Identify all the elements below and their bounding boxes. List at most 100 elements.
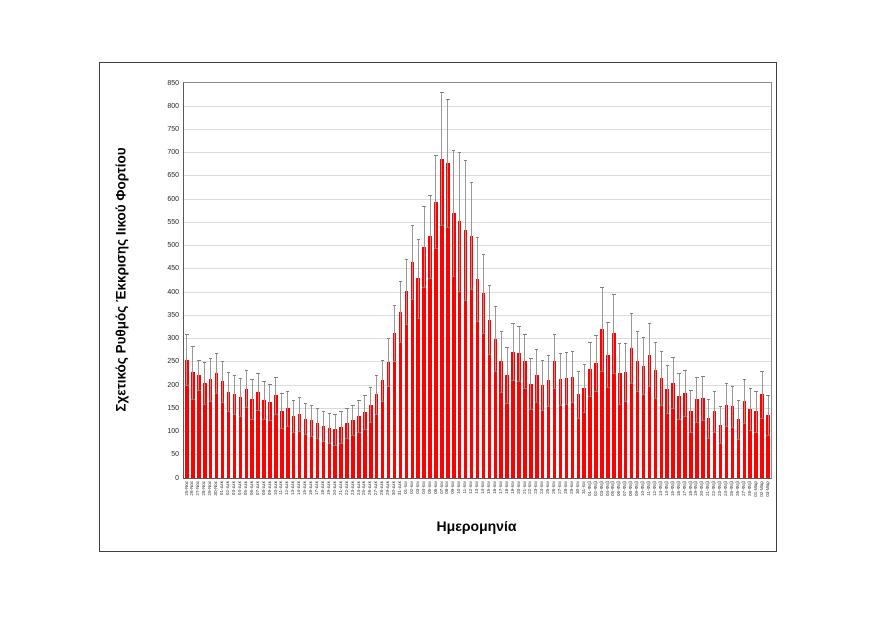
bar <box>511 351 515 478</box>
bar <box>606 354 610 478</box>
error-bar-cap <box>511 322 515 324</box>
x-tick-label: 06-Ιαν <box>432 481 438 494</box>
y-tick-label: 300 <box>167 335 179 343</box>
error-bar-cap <box>558 353 563 355</box>
x-tick-label: 15-Φεβ <box>669 481 675 496</box>
error-bar-cap <box>647 386 652 388</box>
bar <box>540 385 545 478</box>
bar <box>203 382 207 478</box>
error-bar-cap <box>469 289 474 291</box>
y-tick-label: 850 <box>167 79 179 87</box>
error-bar-cap <box>303 434 308 436</box>
bar <box>564 378 569 478</box>
error-bar-cap <box>380 401 385 403</box>
error-bar <box>364 395 366 429</box>
bar <box>517 353 521 478</box>
error-bar-cap <box>351 435 355 437</box>
bar <box>315 423 320 478</box>
error-bar-cap <box>742 379 746 381</box>
error-bar <box>702 375 704 421</box>
bar <box>677 396 681 478</box>
error-bar <box>222 360 224 402</box>
error-bar-cap <box>618 403 622 405</box>
error-bar <box>542 359 544 411</box>
error-bar-cap <box>297 431 302 433</box>
error-bar-cap <box>624 400 628 402</box>
error-bar <box>548 354 550 406</box>
bar <box>286 408 290 478</box>
error-bar <box>275 376 277 414</box>
error-bar-cap <box>339 411 343 413</box>
plot-area: 0 50 100 150 200 250 300 350 400 450 500 550 600 650 7… <box>167 80 772 497</box>
bar <box>440 158 444 478</box>
y-tick-label: 0 <box>175 474 179 482</box>
bar <box>724 404 729 478</box>
error-bar <box>411 224 413 300</box>
error-bar-cap <box>701 375 705 377</box>
y-tick-label: 800 <box>167 102 179 110</box>
error-bar-cap <box>291 399 296 401</box>
x-axis-title: Ημερομηνία <box>436 518 517 534</box>
error-bar-cap <box>659 405 663 407</box>
error-bar-cap <box>724 425 729 427</box>
error-bar-cap <box>766 395 770 397</box>
error-bar-cap <box>624 343 628 345</box>
bar <box>434 201 438 478</box>
bar <box>582 388 586 478</box>
y-tick-label: 600 <box>167 195 179 203</box>
error-bar <box>720 405 722 444</box>
x-tick-label: 02-Μαρ <box>758 481 764 497</box>
x-tick-label: 19-Ιαν <box>509 481 515 494</box>
error-bar-cap <box>220 401 225 403</box>
error-bar-cap <box>724 383 729 385</box>
x-tick-label: 14-Φεβ <box>663 481 669 496</box>
error-bar-cap <box>197 359 201 361</box>
bar <box>374 394 379 478</box>
error-bar-cap <box>238 378 243 380</box>
error-bar <box>690 390 692 432</box>
bar <box>333 429 337 478</box>
x-tick-label: 03-Μαρ <box>764 481 770 497</box>
bar <box>695 399 699 478</box>
error-bar-cap <box>754 390 758 392</box>
error-bar-cap <box>463 299 468 301</box>
error-bar <box>512 322 514 381</box>
error-bar <box>708 398 710 438</box>
error-bar <box>524 334 526 389</box>
error-bar-cap <box>629 382 634 384</box>
x-tick-label: 16-Ιαν <box>491 481 497 494</box>
bar <box>226 391 231 478</box>
bar <box>380 380 385 478</box>
error-bar-cap <box>766 435 770 437</box>
error-bar-cap <box>416 317 420 319</box>
gridline <box>184 175 771 177</box>
error-bar <box>714 390 716 432</box>
error-bar <box>589 341 591 396</box>
error-bar-cap <box>671 357 675 359</box>
error-bar-cap <box>375 413 379 415</box>
error-bar-cap <box>541 359 545 361</box>
error-bar-cap <box>446 227 450 229</box>
error-bar-cap <box>191 345 195 347</box>
error-bar <box>370 386 372 423</box>
error-bar-cap <box>695 377 699 379</box>
error-bar-cap <box>309 404 314 406</box>
x-tick-label: 01-Ιαν <box>402 481 408 494</box>
y-tick-label: 50 <box>171 451 179 459</box>
bar <box>345 423 349 478</box>
error-bar-cap <box>297 396 302 398</box>
bar <box>250 399 254 478</box>
error-bar-cap <box>541 410 545 412</box>
error-bar-cap <box>410 299 414 301</box>
bar <box>339 426 343 478</box>
error-bar-cap <box>226 372 231 374</box>
x-tick-label: 22-Δεκ <box>343 481 349 496</box>
error-bar-cap <box>280 427 284 429</box>
bar <box>558 379 563 478</box>
error-bar-cap <box>315 408 320 410</box>
gridline <box>184 198 771 200</box>
error-bar-cap <box>357 432 361 434</box>
error-bar <box>305 402 307 435</box>
bar <box>386 361 391 478</box>
error-bar <box>666 364 668 413</box>
